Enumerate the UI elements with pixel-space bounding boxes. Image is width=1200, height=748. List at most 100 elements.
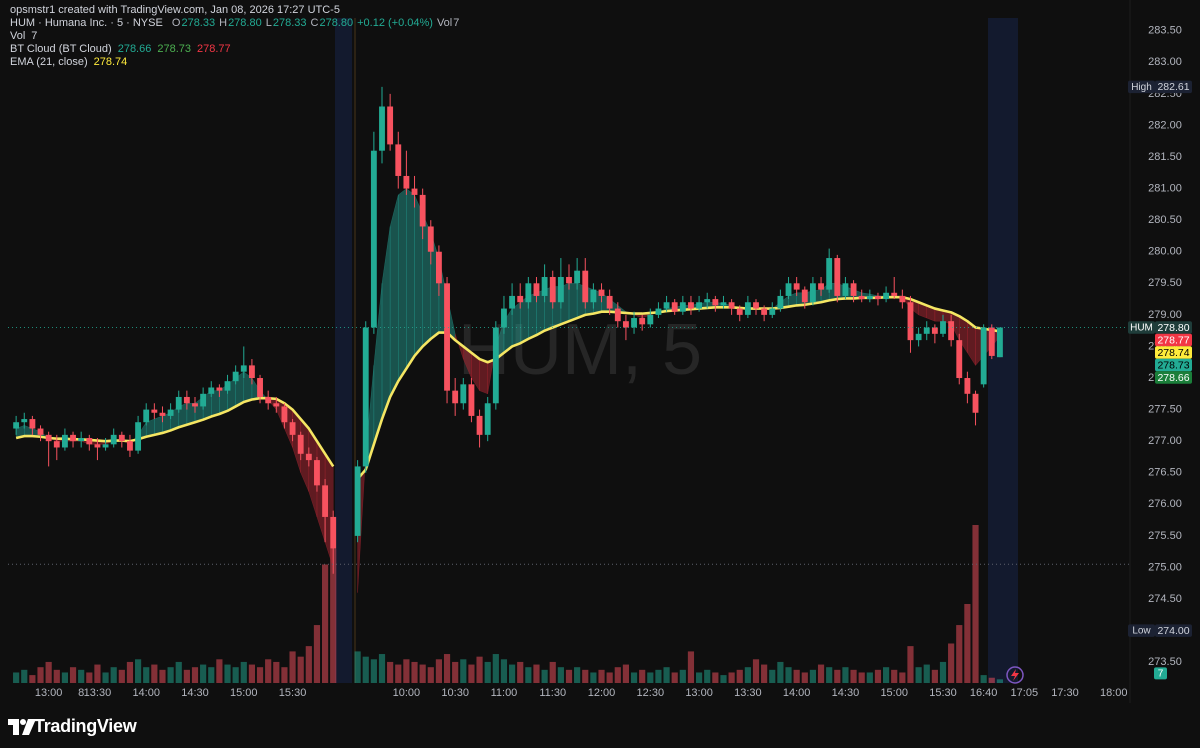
candle-body [769, 308, 776, 315]
volume-bar [468, 664, 475, 683]
cloud-fill [519, 295, 529, 344]
candle-body [671, 302, 678, 312]
candle-body [574, 270, 581, 284]
volume-bar [541, 669, 548, 683]
volume-bar [94, 664, 101, 683]
candle-body [167, 409, 174, 416]
candle-body [192, 403, 198, 407]
volume-bar [964, 604, 971, 683]
candle-body [785, 283, 792, 296]
price-badge-tag [1128, 624, 1155, 637]
y-tick-label: 283.50 [1148, 25, 1182, 37]
candle-body [257, 378, 263, 397]
indicator-value: 278.77 [197, 43, 231, 55]
x-tick-label: 14:30 [181, 687, 209, 699]
y-tick-label: 281.50 [1148, 151, 1182, 163]
volume-bar [671, 672, 678, 683]
volume-bar [663, 667, 670, 683]
volume-bar [13, 672, 20, 683]
indicator: EMA (21, close) 278.74 [10, 56, 460, 69]
candle-body [972, 393, 979, 413]
alert-icon[interactable] [1006, 666, 1024, 684]
x-tick-label: 8 [78, 687, 84, 699]
volume-bar [45, 661, 52, 683]
candle-body [541, 276, 548, 296]
indicator-value: 278.74 [93, 56, 128, 68]
cloud-fill [479, 358, 488, 395]
candle-body [834, 258, 841, 296]
volume-bar [492, 654, 499, 683]
volume-bar [200, 664, 207, 683]
volume-bar [549, 661, 556, 683]
candle-body [305, 453, 312, 461]
volume-bar [411, 661, 418, 683]
volume-bar [891, 669, 898, 683]
candle-body [13, 422, 20, 429]
volume-bar [777, 661, 784, 683]
volume-bar [948, 643, 955, 683]
x-tick-label: 11:00 [491, 687, 518, 699]
volume-bar [53, 669, 60, 683]
volume-bar [321, 564, 329, 683]
candle-body [427, 226, 434, 252]
candle-body [704, 299, 711, 303]
x-tick-label: 14:30 [832, 687, 860, 699]
price-badge-label: 278.74 [1157, 347, 1189, 359]
volume-bar [850, 669, 857, 683]
volume-bar [484, 661, 491, 683]
candle-body [484, 403, 491, 435]
volume-bar [443, 654, 451, 683]
extended-hours-band [335, 18, 352, 683]
volume-bar [151, 664, 158, 683]
candle-body [826, 258, 833, 290]
volume-bar [143, 667, 150, 683]
volume-bar [273, 661, 280, 683]
indicator: BT Cloud (BT Cloud) 278.66 278.73 278.77 [10, 43, 460, 56]
candle-body [688, 302, 694, 309]
axis-layer: 273.50 274.00 274.50 275.00 275.50 276.00 276.… [8, 25, 1192, 699]
candle-body [159, 412, 166, 416]
volume-bar [582, 669, 589, 683]
chart: HUM, 5 273.50274.00274.50275.00275.50276… [8, 0, 1192, 703]
y-tick-label: 282.00 [1148, 119, 1182, 131]
volume-bar [175, 661, 182, 683]
indicator-list: Vol 7 BT Cloud (BT Cloud) 278.66 278.73 278.7… [10, 30, 460, 69]
price-badge-label: 278.73 [1157, 359, 1189, 371]
candle-body [696, 302, 703, 309]
candle-body [753, 302, 759, 309]
candle-body [517, 295, 524, 303]
volume-bar [574, 667, 581, 683]
price-badge [1155, 358, 1192, 372]
ohlc-value: 278.33 [181, 17, 216, 29]
candle-body [387, 106, 394, 145]
candle-body [232, 371, 239, 382]
volume-bar [728, 672, 735, 683]
x-tick-label: 17:30 [1051, 687, 1079, 699]
volume-bar [305, 646, 312, 683]
volume-bar [630, 672, 638, 683]
candle-body [297, 434, 304, 454]
candle-body [37, 428, 44, 435]
volume-bar [362, 656, 369, 683]
candle-body [240, 365, 247, 372]
candle-body [712, 299, 719, 306]
x-tick-label: 15:00 [230, 687, 258, 699]
candle-body [135, 422, 142, 451]
candle-body [208, 387, 215, 394]
y-tick-label: 277.50 [1148, 403, 1182, 415]
volume-bar [769, 669, 776, 683]
volume-bar [387, 661, 394, 683]
y-tick-label: 273.50 [1148, 656, 1182, 668]
volume-bar [801, 672, 808, 683]
candle-body [907, 302, 914, 341]
volume-bar [817, 664, 825, 683]
candle-body [102, 444, 109, 448]
volume-bar [866, 672, 873, 683]
volume-bar [102, 672, 109, 683]
candle-body [679, 302, 686, 312]
candle-body [948, 321, 955, 341]
price-badge [1155, 333, 1192, 347]
candle-body [322, 485, 329, 517]
volume-bar [419, 664, 426, 683]
volume-bar [939, 661, 947, 683]
